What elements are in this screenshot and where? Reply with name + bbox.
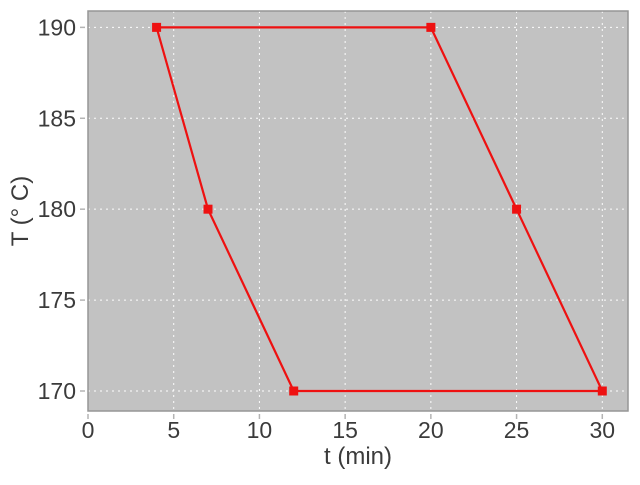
- data-point-marker: [597, 386, 607, 396]
- y-tick-label: 170: [38, 378, 76, 404]
- y-tick-label: 185: [38, 105, 76, 131]
- data-point-marker: [512, 204, 522, 214]
- x-tick-label: 15: [332, 417, 358, 443]
- y-axis-title: T (° C): [7, 176, 34, 246]
- x-tick-label: 0: [82, 417, 95, 443]
- x-axis-title: t (min): [324, 443, 392, 470]
- plot-frame: [87, 10, 629, 412]
- y-tick-label: 190: [38, 14, 76, 40]
- x-tick-label: 25: [504, 417, 530, 443]
- plot-background: [88, 11, 628, 411]
- data-point-marker: [203, 204, 213, 214]
- x-tick-label: 30: [589, 417, 615, 443]
- y-tick-label: 175: [38, 287, 76, 313]
- plot-area: 0 5 10 15 20 25 30 170 175 180 185 190: [38, 10, 629, 443]
- x-tick-label: 5: [167, 417, 180, 443]
- x-tick-label: 10: [247, 417, 273, 443]
- x-tick-label: 20: [418, 417, 444, 443]
- data-point-marker: [289, 386, 299, 396]
- data-point-marker: [152, 22, 162, 32]
- data-point-marker: [426, 22, 436, 32]
- y-tick-label: 180: [38, 196, 76, 222]
